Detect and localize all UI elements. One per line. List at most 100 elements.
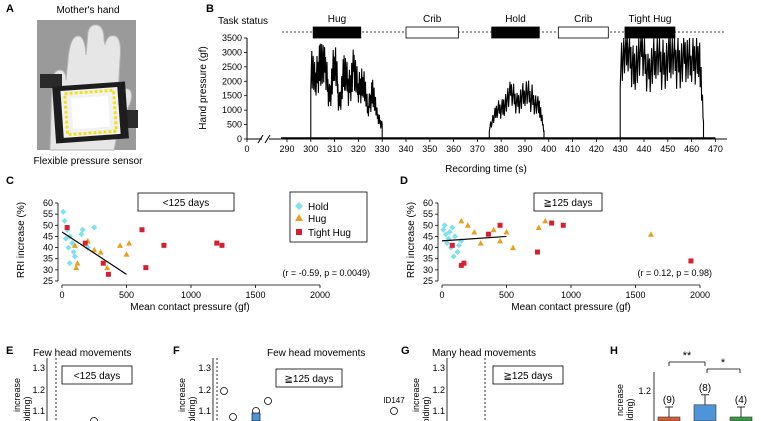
y-tick-label: 35 <box>423 254 433 264</box>
hug-point <box>497 237 504 244</box>
panel-letter-h: H <box>610 345 618 357</box>
tight-hug-point <box>219 242 225 248</box>
c-stat: (r = -0.59, p = 0.0049) <box>282 268 370 278</box>
h-bar <box>657 416 681 421</box>
tight-hug-point <box>161 242 167 248</box>
y-tick-label: 55 <box>423 209 433 219</box>
b-y-tick-label: 3500 <box>222 33 242 43</box>
b-x-tick-label: 410 <box>565 144 580 154</box>
hold-point <box>91 224 98 231</box>
b-x-tick-label: 420 <box>589 144 604 154</box>
hold-point <box>440 226 447 233</box>
h-sig-single: * <box>721 357 726 369</box>
b-x-tick-label: 370 <box>470 144 485 154</box>
e-y-label2: olding) <box>22 396 32 421</box>
e-ytick-11: 1.1 <box>32 406 45 416</box>
task-label: Tight Hug <box>628 14 671 25</box>
hold-point <box>66 260 73 267</box>
hug-point <box>647 231 654 237</box>
b-y-tick-label: 500 <box>227 120 242 130</box>
b-pressure-trace-hold <box>488 80 545 139</box>
y-tick-label: 40 <box>43 243 53 253</box>
b-x-tick-label: 310 <box>327 144 342 154</box>
task-bar <box>624 26 676 39</box>
b-y-tick-label: 2500 <box>222 62 242 72</box>
f-y-label2: olding) <box>187 396 197 421</box>
x-tick-label: 1500 <box>245 290 265 300</box>
e-y-label: increase <box>12 378 22 412</box>
b-x-tick-label: 430 <box>613 144 628 154</box>
y-tick-label: 30 <box>43 265 53 275</box>
d-age-tag: ≧125 days <box>544 198 593 209</box>
y-tick-label: 25 <box>423 276 433 286</box>
c-x-axis-label: Mean contact pressure (gf) <box>130 302 250 313</box>
c-y-axis-label: RRI increase (%) <box>16 202 27 278</box>
hold-point <box>65 244 72 251</box>
hold-point <box>79 226 86 233</box>
x-tick-label: 500 <box>119 290 134 300</box>
hug-point <box>477 240 484 246</box>
y-tick-label: 60 <box>423 198 433 208</box>
legend-tight-hug: Tight Hug <box>308 228 351 239</box>
h-bar <box>729 416 753 421</box>
tight-hug-point <box>534 249 540 255</box>
hold-point <box>446 228 453 235</box>
y-tick-label: 40 <box>423 243 433 253</box>
g-title: Many head movements <box>432 348 536 359</box>
e-ytick-13: 1.3 <box>32 363 45 373</box>
x-tick-label: 1500 <box>625 290 645 300</box>
b-y-tick-label: 3000 <box>222 47 242 57</box>
h-n-label: (9) <box>663 395 675 406</box>
tight-hug-point <box>143 265 149 271</box>
h-n-label: (8) <box>699 383 711 394</box>
tight-hug-point <box>485 231 491 237</box>
x-tick-label: 500 <box>499 290 514 300</box>
h-sig-double: ** <box>683 350 692 362</box>
hug-point <box>509 244 516 251</box>
hug-point <box>490 226 497 233</box>
b-x-tick-label: 0 <box>244 144 249 154</box>
tight-hug-point <box>461 260 467 266</box>
b-x-tick-label: 330 <box>375 144 390 154</box>
g-ytick-12: 1.2 <box>432 385 445 395</box>
d-y-axis-label: RRI increase (%) <box>406 202 417 278</box>
x-tick-label: 0 <box>439 290 444 300</box>
hold-point <box>442 231 449 238</box>
e-ytick-12: 1.2 <box>32 385 45 395</box>
task-bar <box>491 26 540 39</box>
hug-point <box>471 228 478 235</box>
y-tick-label: 50 <box>43 220 53 230</box>
h-y-label: ncrease <box>615 384 625 416</box>
task-label: Hold <box>505 14 526 25</box>
y-tick-label: 45 <box>423 231 433 241</box>
b-pressure-trace-tight-hug <box>619 37 705 139</box>
b-y-tick-label: 2000 <box>222 76 242 86</box>
hug-point <box>535 224 542 231</box>
task-label: Crib <box>574 14 593 25</box>
hold-point <box>84 244 91 251</box>
task-bar <box>557 26 609 39</box>
g-y-label2: olding) <box>421 396 431 421</box>
h-ytick-12: 1.2 <box>638 386 651 396</box>
hold-point <box>70 249 77 256</box>
b-x-tick-label: 290 <box>279 144 294 154</box>
hand-photo <box>37 20 138 151</box>
hug-point <box>123 251 130 257</box>
hold-point <box>78 231 85 238</box>
hold-point <box>61 217 68 224</box>
y-tick-label: 25 <box>43 276 53 286</box>
b-x-tick-label: 440 <box>636 144 651 154</box>
b-x-tick-label: 470 <box>708 144 723 154</box>
tight-hug-point <box>549 220 555 226</box>
hold-point <box>451 233 458 240</box>
tight-hug-point <box>100 260 106 266</box>
b-x-tick-label: 400 <box>541 144 556 154</box>
regression-line <box>441 235 507 242</box>
d-stat: (r = 0.12, p = 0.98) <box>637 268 712 278</box>
b-x-tick-label: 360 <box>446 144 461 154</box>
b-x-axis-label: Recording time (s) <box>445 164 527 175</box>
hold-point <box>62 235 69 242</box>
hold-point <box>455 242 462 249</box>
